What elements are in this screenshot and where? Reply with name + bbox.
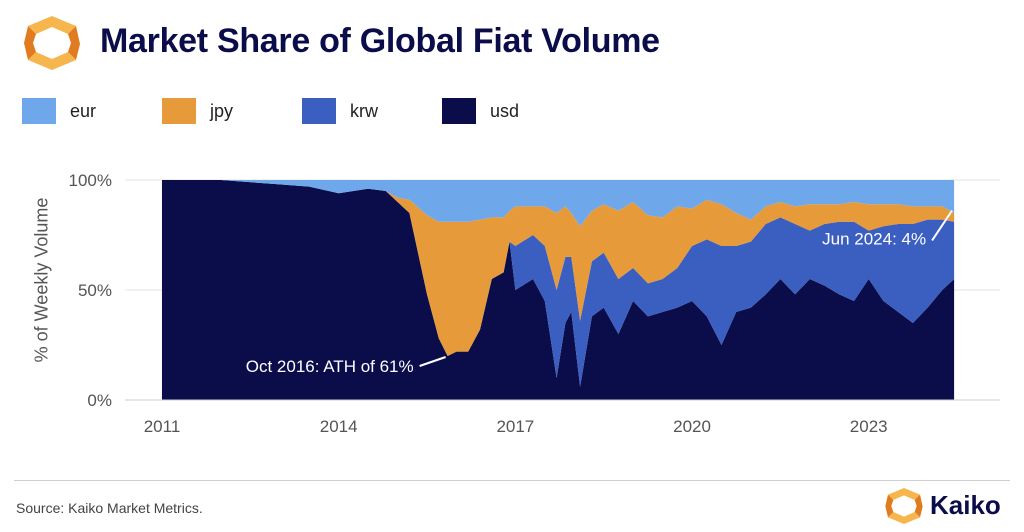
logo-small-segment-lower xyxy=(888,512,920,524)
chart-axes: 0% 50% 100% 2011 2014 2017 2020 2023 xyxy=(69,171,1000,436)
legend-item-jpy: jpy xyxy=(162,96,233,126)
page-title: Market Share of Global Fiat Volume xyxy=(100,22,660,60)
y-tick-label-100: 100% xyxy=(69,171,112,190)
logo-segment-right xyxy=(68,26,80,60)
legend-label-jpy: jpy xyxy=(210,100,234,121)
area-jpy xyxy=(162,180,955,356)
kaiko-logo-icon xyxy=(24,16,80,70)
x-tick-label-2017: 2017 xyxy=(496,417,534,436)
x-tick-label-2023: 2023 xyxy=(850,417,888,436)
logo-small-segment-left xyxy=(885,494,894,518)
legend-label-usd: usd xyxy=(490,100,520,121)
legend-swatch-usd xyxy=(442,98,476,124)
logo-segment-upper xyxy=(28,16,76,34)
annotation-pointer-ath xyxy=(419,356,446,367)
legend-item-krw: krw xyxy=(302,96,378,126)
area-eur xyxy=(162,180,955,227)
legend-item-eur: eur xyxy=(22,96,96,126)
annotation-jun-2024: Jun 2024: 4% xyxy=(822,229,926,248)
chart-areas xyxy=(162,180,955,400)
chart-annotations: Oct 2016: ATH of 61% Jun 2024: 4% xyxy=(246,209,953,376)
area-usd xyxy=(162,180,955,400)
x-tick-label-2014: 2014 xyxy=(320,417,358,436)
legend-swatch-krw xyxy=(302,98,336,124)
annotation-ath: Oct 2016: ATH of 61% xyxy=(246,357,414,376)
logo-segment-left xyxy=(24,26,36,60)
legend-label-krw: krw xyxy=(350,100,378,121)
stacked-area-chart: 0% 50% 100% 2011 2014 2017 2020 2023 Oct 2016: … xyxy=(69,171,1000,436)
annotation-pointer-jun-2024 xyxy=(931,209,953,241)
y-tick-label-0: 0% xyxy=(87,391,112,410)
legend-swatch-eur xyxy=(22,98,56,124)
x-tick-label-2011: 2011 xyxy=(144,417,181,436)
x-tick-label-2020: 2020 xyxy=(673,417,711,436)
y-tick-label-50: 50% xyxy=(78,281,112,300)
footer-divider xyxy=(14,480,1010,481)
logo-small-segment-upper xyxy=(888,488,920,500)
legend-swatch-jpy xyxy=(162,98,196,124)
legend-item-usd: usd xyxy=(442,96,519,126)
source-note: Source: Kaiko Market Metrics. xyxy=(16,500,203,516)
logo-small-segment-right xyxy=(914,494,923,518)
chart-legend: eur jpy krw usd xyxy=(22,96,622,126)
logo-segment-lower xyxy=(28,52,76,70)
kaiko-logo-small-icon xyxy=(885,488,923,524)
brand-wordmark: Kaiko xyxy=(930,490,1001,520)
area-krw xyxy=(162,180,955,387)
legend-label-eur: eur xyxy=(70,100,97,121)
